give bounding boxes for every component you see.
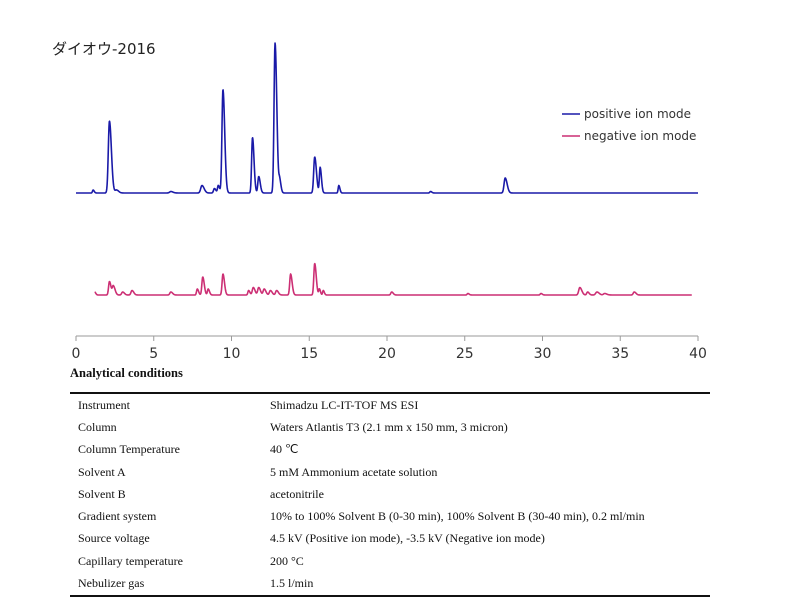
conditions-row: Gradient system 10% to 100% Solvent B (0-… <box>70 505 710 527</box>
conditions-table: Instrument Shimadzu LC-IT-TOF MS ESI Colum… <box>70 392 710 597</box>
condition-value: 4.5 kV (Positive ion mode), -3.5 kV (Neg… <box>270 531 545 546</box>
condition-value: 40 ℃ <box>270 442 299 457</box>
condition-value: 200 °C <box>270 553 304 568</box>
legend-label: positive ion mode <box>584 107 691 121</box>
x-tick-label: 35 <box>611 346 629 362</box>
condition-value: acetonitrile <box>270 486 324 501</box>
conditions-row: Source voltage 4.5 kV (Positive ion mode)… <box>70 528 710 550</box>
conditions-row: Solvent B acetonitrile <box>70 483 710 505</box>
condition-label: Solvent A <box>78 464 126 479</box>
chromatogram-traces <box>75 42 699 296</box>
conditions-heading: Analytical conditions <box>70 366 183 380</box>
x-tick-label: 30 <box>534 346 552 362</box>
x-tick-label: 40 <box>689 346 707 362</box>
chart-legend: positive ion mode negative ion mode <box>562 107 696 143</box>
condition-value: Shimadzu LC-IT-TOF MS ESI <box>270 397 419 412</box>
x-tick-label: 0 <box>72 346 81 362</box>
x-axis: 0 5 10 15 20 25 30 35 40 <box>72 335 707 362</box>
condition-label: Gradient system <box>78 509 157 524</box>
condition-value: 10% to 100% Solvent B (0-30 min), 100% S… <box>270 509 645 524</box>
condition-label: Source voltage <box>78 531 150 546</box>
x-tick-label: 5 <box>149 346 158 362</box>
chromatogram-chart: positive ion mode negative ion mode 0 5 10 1… <box>72 42 707 362</box>
x-tick-label: 15 <box>300 346 318 362</box>
condition-value: 1.5 l/min <box>270 576 314 591</box>
conditions-row: Instrument Shimadzu LC-IT-TOF MS ESI <box>70 393 710 416</box>
conditions-row: Column Temperature 40 ℃ <box>70 439 710 461</box>
series-line-negative <box>94 262 693 296</box>
chart-title: ダイオウ-2016 <box>52 40 156 58</box>
x-tick-label: 10 <box>223 346 241 362</box>
condition-value: Waters Atlantis T3 (2.1 mm x 150 mm, 3 m… <box>270 419 508 434</box>
conditions-row: Solvent A 5 mM Ammonium acetate solution <box>70 461 710 483</box>
condition-label: Nebulizer gas <box>78 576 145 591</box>
x-tick-label: 25 <box>456 346 474 362</box>
condition-label: Instrument <box>78 397 130 412</box>
condition-label: Capillary temperature <box>78 553 183 568</box>
condition-value: 5 mM Ammonium acetate solution <box>270 464 438 479</box>
series-line-positive <box>75 42 699 194</box>
conditions-row: Capillary temperature 200 °C <box>70 550 710 572</box>
x-tick-label: 20 <box>378 346 396 362</box>
condition-label: Column Temperature <box>78 442 180 457</box>
condition-label: Column <box>78 419 117 434</box>
condition-label: Solvent B <box>78 486 126 501</box>
legend-label: negative ion mode <box>584 129 696 143</box>
conditions-row: Nebulizer gas 1.5 l/min <box>70 572 710 595</box>
conditions-row: Column Waters Atlantis T3 (2.1 mm x 150 m… <box>70 416 710 438</box>
